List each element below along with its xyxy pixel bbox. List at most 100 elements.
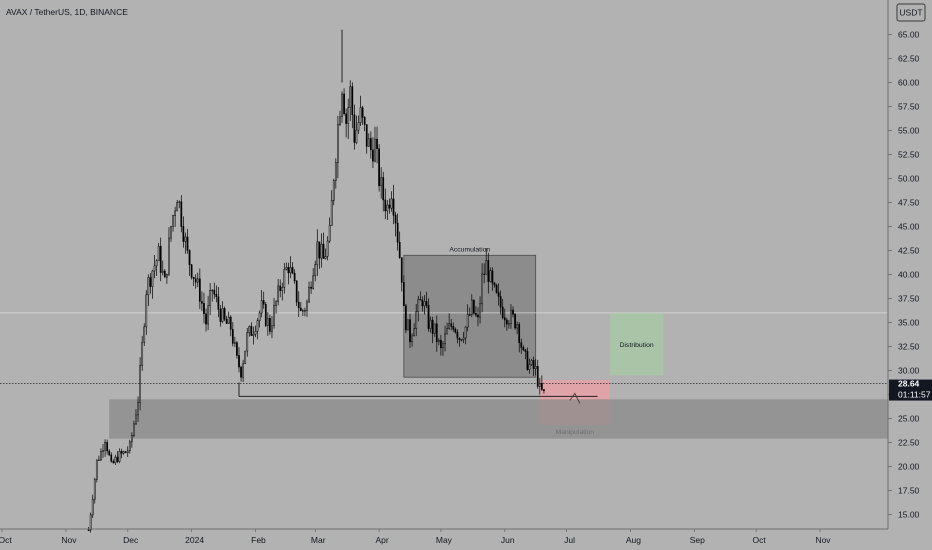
price-tick-label: 55.00 — [898, 126, 920, 136]
candle-body — [260, 300, 263, 314]
candle-body — [318, 241, 321, 259]
candle-body — [89, 514, 92, 531]
candle-body — [481, 273, 483, 305]
candle-body — [456, 331, 459, 339]
candle-body — [301, 310, 304, 312]
candle-body — [503, 317, 506, 321]
candle-body — [174, 210, 176, 216]
candle-body — [266, 318, 269, 326]
candle-body — [460, 339, 463, 341]
price-tick-label: 50.00 — [898, 174, 920, 184]
candle-body — [203, 303, 205, 314]
candle-body — [341, 93, 343, 118]
time-axis[interactable]: Oct Nov Dec 2024 Feb Mar Apr May Jun Jul Aug Sep Oct… — [0, 529, 831, 545]
candle-body — [402, 282, 405, 307]
candle-body — [433, 323, 436, 334]
candle-body — [351, 86, 354, 116]
candle-body — [149, 277, 152, 287]
candle-body — [384, 199, 387, 212]
candle-body — [332, 180, 335, 201]
candle-body — [394, 214, 397, 224]
candle-body — [345, 113, 348, 124]
candle-body — [470, 299, 473, 315]
candle-body — [475, 312, 477, 316]
candle-body — [186, 236, 189, 251]
candle-body — [114, 456, 117, 464]
candle-body — [176, 202, 179, 212]
candle-body — [194, 278, 197, 283]
candle-body — [93, 479, 96, 500]
time-tick-label: Oct — [0, 535, 12, 545]
candle-body — [217, 296, 220, 310]
symbol-title[interactable]: AVAX / TetherUS, 1D, BINANCE — [6, 7, 128, 17]
candle-body — [124, 451, 127, 453]
candle-body — [91, 498, 94, 516]
candle-body — [532, 360, 535, 369]
candle-body — [120, 451, 123, 454]
candle-body — [95, 459, 98, 480]
time-tick-label: Feb — [251, 535, 266, 545]
candle-body — [231, 329, 234, 344]
candle-body — [421, 299, 424, 307]
candle-body — [219, 308, 222, 322]
candle-body — [166, 273, 168, 278]
candle-body — [242, 363, 244, 378]
candle-body — [137, 402, 139, 416]
distribution-label: Distribution — [620, 342, 654, 349]
price-tick-label: 65.00 — [898, 30, 920, 40]
candle-body — [122, 451, 125, 454]
candle-body — [254, 331, 257, 335]
price-tick-label: 17.50 — [898, 486, 920, 496]
time-tick-label: Nov — [61, 535, 77, 545]
candle-body — [415, 311, 418, 329]
candle-body — [499, 296, 502, 308]
candle-body — [182, 226, 185, 242]
candle-body — [161, 270, 164, 273]
candle-body — [339, 116, 341, 125]
candle-body — [225, 318, 228, 324]
time-tick-label: Oct — [753, 535, 767, 545]
candle-body — [133, 423, 135, 436]
price-tick-label: 40.00 — [898, 270, 920, 280]
candle-body — [512, 309, 514, 315]
price-tick-label: 37.50 — [898, 294, 920, 304]
candle-body — [180, 201, 183, 227]
candle-body — [207, 305, 209, 325]
price-tick-label: 32.50 — [898, 342, 920, 352]
candle-body — [491, 270, 494, 284]
candle-body — [493, 282, 496, 286]
candle-body — [365, 124, 368, 147]
candle-body — [227, 316, 230, 324]
candle-body — [435, 323, 438, 343]
candle-body — [147, 277, 150, 296]
candle-body — [359, 107, 362, 123]
candle-body — [324, 256, 327, 259]
candle-body — [170, 226, 172, 239]
candle-body — [198, 278, 201, 302]
cursor-marker-icon — [569, 392, 581, 404]
candle-body — [223, 308, 226, 320]
candle-body — [382, 177, 385, 201]
candle-body — [431, 319, 434, 334]
candle-body — [201, 301, 203, 304]
candle-body — [106, 442, 109, 452]
candle-body — [392, 198, 395, 216]
candle-body — [130, 435, 133, 443]
time-tick-label: May — [436, 535, 453, 545]
candle-body — [479, 303, 481, 318]
candle-body — [400, 257, 403, 283]
candle-body — [262, 300, 265, 305]
candle-body — [126, 450, 129, 453]
candle-body — [374, 138, 376, 162]
candle-body — [440, 340, 442, 349]
accumulation-zone — [403, 254, 537, 378]
candle-body — [116, 456, 119, 462]
candle-body — [396, 222, 399, 243]
candle-body — [287, 267, 290, 274]
candle-body — [390, 198, 393, 209]
time-tick-label: Mar — [311, 535, 326, 545]
currency-badge[interactable] — [896, 3, 926, 22]
candle-body — [448, 323, 451, 329]
candle-body — [534, 366, 537, 369]
